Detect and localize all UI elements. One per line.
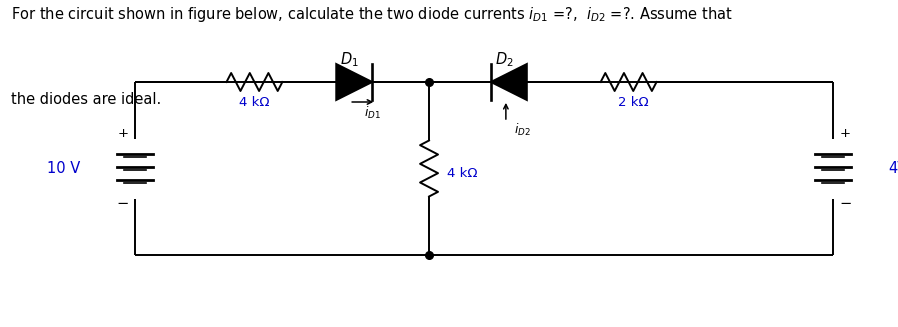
Polygon shape	[336, 64, 372, 100]
Text: $D_2$: $D_2$	[495, 50, 513, 69]
Text: −: −	[839, 196, 851, 211]
Text: 10 V: 10 V	[47, 161, 80, 176]
Text: 2 kΩ: 2 kΩ	[619, 96, 649, 109]
Text: the diodes are ideal.: the diodes are ideal.	[11, 92, 161, 107]
Text: 4 kΩ: 4 kΩ	[447, 167, 478, 180]
Text: 4 kΩ: 4 kΩ	[239, 96, 269, 109]
Text: $i_{D2}$: $i_{D2}$	[514, 122, 531, 138]
Text: −: −	[117, 196, 128, 211]
Text: 4V: 4V	[888, 161, 898, 176]
Text: +: +	[840, 127, 850, 140]
Text: $i_{D1}$: $i_{D1}$	[365, 105, 381, 121]
Text: +: +	[118, 127, 128, 140]
Text: $D_1$: $D_1$	[339, 50, 358, 69]
Polygon shape	[491, 64, 527, 100]
Text: For the circuit shown in figure below, calculate the two diode currents $i_{D1}$: For the circuit shown in figure below, c…	[11, 5, 733, 24]
